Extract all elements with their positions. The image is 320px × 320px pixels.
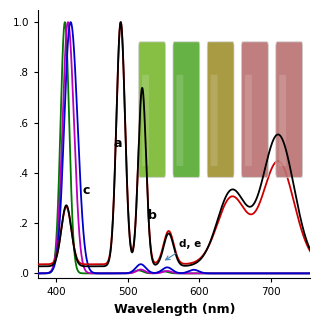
Text: a: a	[114, 137, 122, 149]
Text: b: b	[148, 209, 157, 222]
Text: d, e: d, e	[166, 239, 202, 260]
X-axis label: Wavelength (nm): Wavelength (nm)	[114, 303, 235, 316]
Text: c: c	[82, 184, 89, 197]
